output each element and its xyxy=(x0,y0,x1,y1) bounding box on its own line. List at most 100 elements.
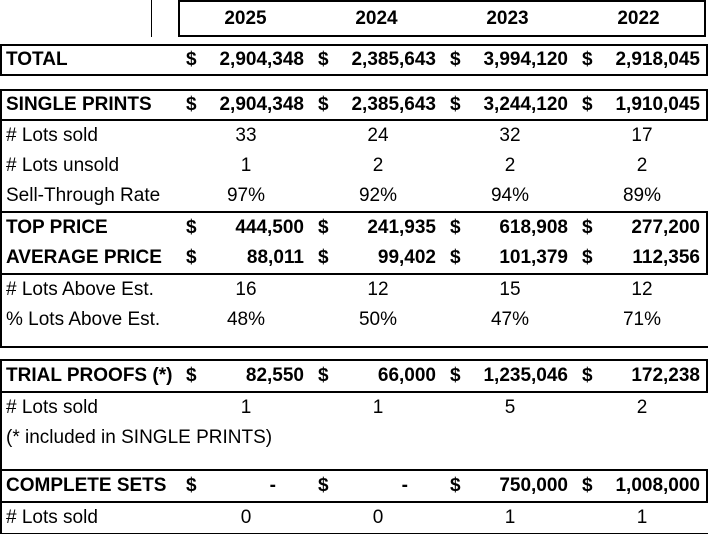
sell-through-2022-cell[interactable]: 89% xyxy=(622,185,662,206)
currency-symbol: $ xyxy=(186,365,197,386)
tp-lots-sold-2025-cell[interactable]: 1 xyxy=(240,397,252,418)
pct-above-2023-cell[interactable]: 47% xyxy=(490,309,530,330)
pct-above-2024-cell[interactable]: 50% xyxy=(358,309,398,330)
top-price-2024-cell[interactable]: $ 241,935 xyxy=(312,213,444,243)
header-year-2022[interactable]: 2022 xyxy=(617,7,660,29)
complete-sets-2025-cell[interactable]: $ - xyxy=(180,471,312,501)
sp-lots-unsold-2022-cell[interactable]: 2 xyxy=(636,155,648,176)
header-blank-cell[interactable] xyxy=(0,0,152,37)
currency-symbol: $ xyxy=(186,475,197,496)
top-price-2023-cell[interactable]: $ 618,908 xyxy=(444,213,576,243)
cs-lots-sold-2025-cell[interactable]: 0 xyxy=(240,507,252,528)
row-label-lots-unsold[interactable]: # Lots unsold xyxy=(6,155,120,176)
cs-lots-sold-2023-cell[interactable]: 1 xyxy=(504,507,516,528)
row-label-cs-lots-sold[interactable]: # Lots sold xyxy=(6,507,98,528)
currency-symbol: $ xyxy=(186,94,197,115)
trial-proofs-note[interactable]: (* included in SINGLE PRINTS) xyxy=(6,427,273,448)
tp-lots-sold-2024-cell[interactable]: 1 xyxy=(372,397,384,418)
year-header-box: 2025 2024 2023 2022 xyxy=(178,0,706,37)
single-prints-2025-cell[interactable]: $ 2,904,348 xyxy=(180,91,312,119)
average-price-2022-cell[interactable]: $ 112,356 xyxy=(576,243,708,273)
trial-proofs-2023-cell[interactable]: $ 1,235,046 xyxy=(444,361,576,391)
currency-symbol: $ xyxy=(186,247,197,268)
amount: 750,000 xyxy=(499,475,568,496)
amount: 618,908 xyxy=(499,217,568,238)
spacer xyxy=(0,37,708,44)
currency-symbol: $ xyxy=(186,49,197,70)
row-tp-lots-sold: # Lots sold 1 1 5 2 xyxy=(0,393,708,423)
lots-above-2025-cell[interactable]: 16 xyxy=(235,279,257,300)
total-2022-cell[interactable]: $ 2,918,045 xyxy=(576,46,708,74)
row-trial-proofs-note: (* included in SINGLE PRINTS) xyxy=(0,423,708,453)
complete-sets-2023-cell[interactable]: $ 750,000 xyxy=(444,471,576,501)
total-2024-cell[interactable]: $ 2,385,643 xyxy=(312,46,444,74)
single-prints-2022-cell[interactable]: $ 1,910,045 xyxy=(576,91,708,119)
lots-above-2023-cell[interactable]: 15 xyxy=(499,279,521,300)
row-label-trial-proofs[interactable]: TRIAL PROOFS (*) xyxy=(6,365,173,386)
complete-sets-2024-cell[interactable]: $ - xyxy=(312,471,444,501)
row-label-tp-lots-sold[interactable]: # Lots sold xyxy=(6,397,98,418)
row-sp-lots-unsold: # Lots unsold 1 2 2 2 xyxy=(0,151,708,181)
header-year-2024[interactable]: 2024 xyxy=(355,7,398,29)
amount: 1,008,000 xyxy=(615,475,700,496)
sp-lots-sold-2022-cell[interactable]: 17 xyxy=(631,125,653,146)
currency-symbol: $ xyxy=(582,247,593,268)
trial-proofs-2022-cell[interactable]: $ 172,238 xyxy=(576,361,708,391)
row-label-pct-above[interactable]: % Lots Above Est. xyxy=(6,309,161,330)
average-price-2023-cell[interactable]: $ 101,379 xyxy=(444,243,576,273)
sp-lots-sold-2025-cell[interactable]: 33 xyxy=(235,125,257,146)
header-year-2025[interactable]: 2025 xyxy=(224,7,267,29)
price-box: TOP PRICE $ 444,500 $ 241,935 $ 618,908 … xyxy=(0,211,708,275)
average-price-2025-cell[interactable]: $ 88,011 xyxy=(180,243,312,273)
cs-lots-sold-2022-cell[interactable]: 1 xyxy=(636,507,648,528)
trial-proofs-2025-cell[interactable]: $ 82,550 xyxy=(180,361,312,391)
sell-through-2023-cell[interactable]: 94% xyxy=(490,185,530,206)
row-label-single-prints[interactable]: SINGLE PRINTS xyxy=(6,94,152,115)
row-label-complete-sets[interactable]: COMPLETE SETS xyxy=(6,475,167,496)
row-label-average-price[interactable]: AVERAGE PRICE xyxy=(6,247,162,268)
amount: 3,994,120 xyxy=(483,49,568,70)
complete-sets-2022-cell[interactable]: $ 1,008,000 xyxy=(576,471,708,501)
currency-symbol: $ xyxy=(318,475,329,496)
lots-above-2022-cell[interactable]: 12 xyxy=(631,279,653,300)
total-2023-cell[interactable]: $ 3,994,120 xyxy=(444,46,576,74)
single-prints-2024-cell[interactable]: $ 2,385,643 xyxy=(312,91,444,119)
row-label-total[interactable]: TOTAL xyxy=(6,49,68,70)
currency-symbol: $ xyxy=(450,365,461,386)
sp-lots-unsold-2024-cell[interactable]: 2 xyxy=(372,155,384,176)
amount: 88,011 xyxy=(246,247,304,268)
currency-symbol: $ xyxy=(450,217,461,238)
row-label-lots-above[interactable]: # Lots Above Est. xyxy=(6,279,154,300)
amount: 1,910,045 xyxy=(615,94,700,115)
row-label-top-price[interactable]: TOP PRICE xyxy=(6,217,108,238)
sp-lots-sold-2023-cell[interactable]: 32 xyxy=(499,125,521,146)
header-year-2023[interactable]: 2023 xyxy=(486,7,529,29)
currency-symbol: $ xyxy=(582,475,593,496)
top-price-2022-cell[interactable]: $ 277,200 xyxy=(576,213,708,243)
row-label-lots-sold[interactable]: # Lots sold xyxy=(6,125,98,146)
tp-lots-sold-2022-cell[interactable]: 2 xyxy=(636,397,648,418)
sell-through-2024-cell[interactable]: 92% xyxy=(358,185,398,206)
tp-lots-sold-2023-cell[interactable]: 5 xyxy=(504,397,516,418)
row-lots-above-est: # Lots Above Est. 16 12 15 12 xyxy=(0,275,708,305)
top-price-2025-cell[interactable]: $ 444,500 xyxy=(180,213,312,243)
currency-symbol: $ xyxy=(450,475,461,496)
pct-above-2025-cell[interactable]: 48% xyxy=(226,309,266,330)
lots-above-2024-cell[interactable]: 12 xyxy=(367,279,389,300)
cs-lots-sold-2024-cell[interactable]: 0 xyxy=(372,507,384,528)
pct-above-2022-cell[interactable]: 71% xyxy=(622,309,662,330)
trial-proofs-2024-cell[interactable]: $ 66,000 xyxy=(312,361,444,391)
amount: 101,379 xyxy=(499,247,568,268)
section-closing-row xyxy=(0,335,708,348)
total-2025-cell[interactable]: $ 2,904,348 xyxy=(180,46,312,74)
header-gap xyxy=(152,0,178,37)
sell-through-2025-cell[interactable]: 97% xyxy=(226,185,266,206)
sp-lots-unsold-2023-cell[interactable]: 2 xyxy=(504,155,516,176)
row-label-sell-through[interactable]: Sell-Through Rate xyxy=(6,185,161,206)
sp-lots-sold-2024-cell[interactable]: 24 xyxy=(367,125,389,146)
row-trial-proofs: TRIAL PROOFS (*) $ 82,550 $ 66,000 $ 1,2… xyxy=(0,359,708,393)
sp-lots-unsold-2025-cell[interactable]: 1 xyxy=(240,155,252,176)
header-row: 2025 2024 2023 2022 xyxy=(0,0,708,37)
single-prints-2023-cell[interactable]: $ 3,244,120 xyxy=(444,91,576,119)
average-price-2024-cell[interactable]: $ 99,402 xyxy=(312,243,444,273)
